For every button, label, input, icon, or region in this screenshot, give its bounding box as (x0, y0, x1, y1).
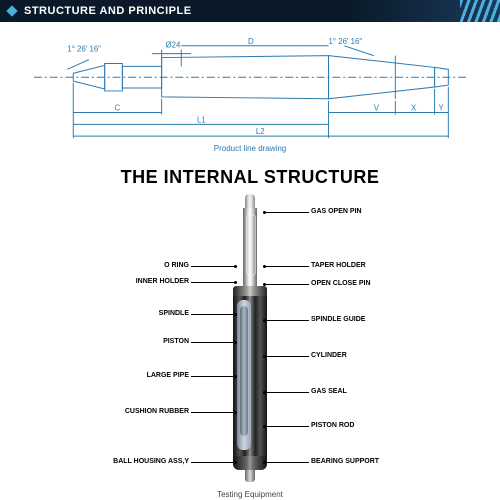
leader-line (263, 392, 309, 393)
leader-line (263, 212, 309, 213)
part-label: GAS OPEN PIN (311, 208, 362, 215)
header-title: STRUCTURE AND PRINCIPLE (24, 5, 192, 17)
dim-y: Y (439, 104, 445, 113)
gas-spring-body (233, 194, 267, 482)
part-label: PISTON ROD (311, 422, 354, 429)
dia-label: Ø24 (166, 41, 181, 50)
part-label: SPINDLE (159, 310, 189, 317)
leader-line (263, 266, 309, 267)
part-label: OPEN CLOSE PIN (311, 280, 371, 287)
part-label: GAS SEAL (311, 388, 347, 395)
bottom-pin (245, 470, 255, 482)
part-label: O RING (164, 262, 189, 269)
dim-v: V (374, 104, 380, 113)
leader-line (191, 282, 237, 283)
angle-right: 1° 26' 16" (329, 37, 363, 46)
dim-l2: L2 (256, 127, 265, 136)
body-main (233, 296, 267, 456)
cutaway-inner (240, 306, 248, 436)
part-label: CYLINDER (311, 352, 347, 359)
part-label: BALL HOUSING ASS,Y (113, 458, 189, 465)
leader-line (191, 462, 237, 463)
leader-line (191, 412, 237, 413)
section-header: STRUCTURE AND PRINCIPLE (0, 0, 500, 22)
dim-x: X (411, 104, 417, 113)
leader-line (191, 266, 237, 267)
line-drawing: 1° 26' 16" 1° 26' 16" Ø24 D C L1 L2 V X … (0, 22, 500, 142)
part-label: CUSHION RUBBER (125, 408, 189, 415)
part-label: SPINDLE GUIDE (311, 316, 365, 323)
angle-left: 1° 26' 16" (67, 45, 101, 54)
body-bottom (233, 456, 267, 470)
leader-line (263, 284, 309, 285)
leader-line (191, 342, 237, 343)
part-label: LARGE PIPE (147, 372, 189, 379)
part-label: INNER HOLDER (136, 278, 189, 285)
leader-line (263, 426, 309, 427)
leader-line (263, 320, 309, 321)
leader-line (191, 376, 237, 377)
internal-title: THE INTERNAL STRUCTURE (0, 167, 500, 188)
part-label: PISTON (163, 338, 189, 345)
part-label: TAPER HOLDER (311, 262, 366, 269)
dim-c: C (115, 104, 121, 113)
dim-d: D (248, 37, 254, 46)
diamond-icon (6, 5, 17, 16)
dim-l1: L1 (197, 115, 206, 124)
footer-caption: Testing Equipment (0, 490, 500, 499)
body-cap (233, 286, 267, 296)
header-stripes (460, 0, 500, 22)
leader-line (263, 462, 309, 463)
rod-upper (243, 208, 257, 286)
internal-diagram: O RING INNER HOLDER SPINDLE PISTON LARGE PIP… (0, 194, 500, 488)
leader-line (263, 356, 309, 357)
part-label: BEARING SUPPORT (311, 458, 379, 465)
leader-line (191, 314, 237, 315)
rod-tip (245, 194, 255, 208)
